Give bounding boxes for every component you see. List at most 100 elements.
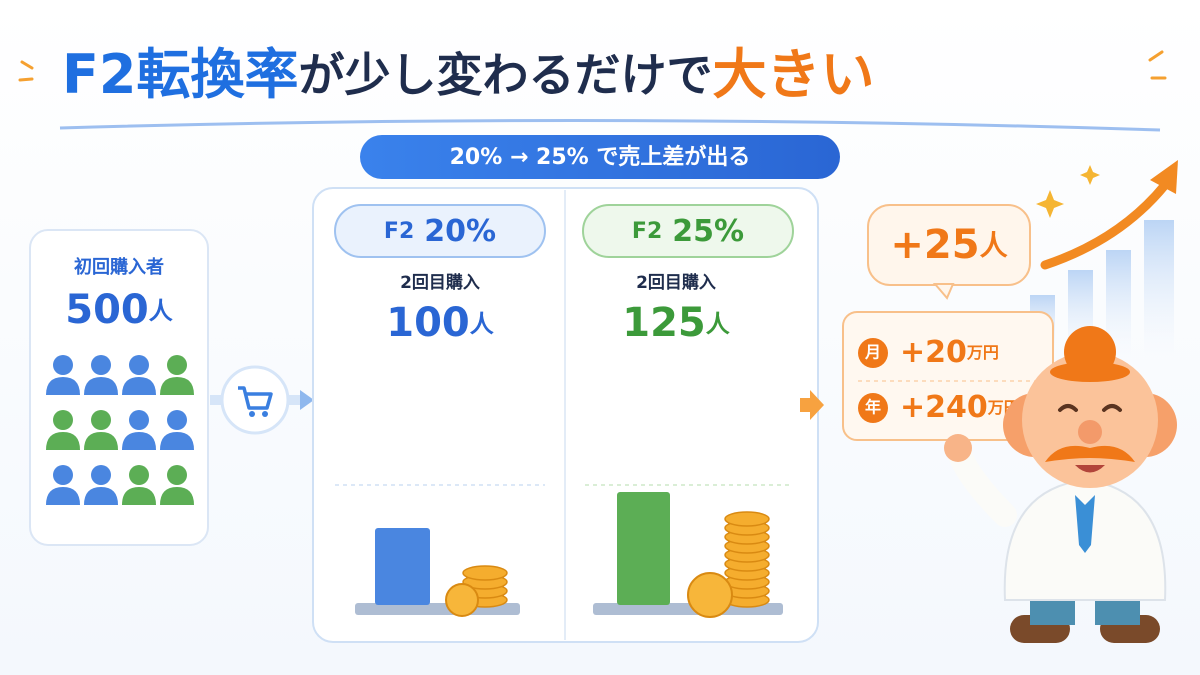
decoration bbox=[1148, 50, 1164, 62]
person-head bbox=[129, 355, 149, 375]
unit: 人 bbox=[149, 297, 173, 325]
person-body bbox=[46, 487, 80, 505]
unit: 人 bbox=[706, 310, 730, 338]
person-body bbox=[46, 377, 80, 395]
increase-unit: 人 bbox=[980, 229, 1008, 262]
sparkle-left bbox=[18, 50, 1167, 82]
decoration bbox=[1050, 362, 1130, 382]
person-head bbox=[91, 465, 111, 485]
person-icon bbox=[84, 465, 118, 505]
person-icon bbox=[122, 410, 156, 450]
person-head bbox=[129, 410, 149, 430]
decoration bbox=[1058, 404, 1122, 412]
amount: +240 bbox=[900, 390, 988, 425]
person-body bbox=[122, 432, 156, 450]
period: 年 bbox=[865, 398, 881, 417]
period-badge bbox=[858, 338, 888, 368]
title: F2転換率が少し変わるだけで大きい bbox=[62, 43, 874, 106]
coin-face bbox=[687, 572, 733, 618]
person-head bbox=[53, 410, 73, 430]
arrow bbox=[800, 390, 824, 420]
count: 125 bbox=[622, 300, 706, 346]
rate-prefix: F2 bbox=[384, 219, 414, 244]
sales-bar bbox=[375, 528, 430, 605]
rate-badge bbox=[334, 204, 546, 258]
person-icon bbox=[46, 465, 80, 505]
count: 500 bbox=[65, 287, 149, 333]
count: 100 bbox=[386, 300, 470, 346]
sparkle bbox=[1036, 165, 1100, 218]
rate-value: 20% bbox=[424, 214, 496, 249]
person-head bbox=[167, 465, 187, 485]
title-emphasis: 大きい bbox=[712, 43, 874, 106]
person-head bbox=[91, 355, 111, 375]
coin-face bbox=[445, 583, 479, 617]
person-body bbox=[160, 377, 194, 395]
revenue: +20万円 bbox=[900, 335, 999, 370]
person-head bbox=[167, 410, 187, 430]
person-icon bbox=[160, 465, 194, 505]
subtitle: 20% → 25% で売上差が出る bbox=[450, 144, 751, 170]
person-head bbox=[53, 355, 73, 375]
person-head bbox=[167, 355, 187, 375]
bubble-tail bbox=[932, 283, 955, 300]
person-head bbox=[91, 410, 111, 430]
title-middle: が少し変わるだけで bbox=[298, 48, 712, 102]
person-icon bbox=[160, 355, 194, 395]
cart-icon bbox=[238, 386, 273, 410]
sales-bar bbox=[617, 492, 670, 605]
decoration bbox=[18, 77, 34, 82]
rate-prefix: F2 bbox=[632, 219, 662, 244]
decoration bbox=[1045, 445, 1135, 462]
person-icon bbox=[160, 410, 194, 450]
title-underline bbox=[59, 118, 1161, 132]
amount: +20 bbox=[900, 335, 967, 370]
cart-wheel bbox=[249, 411, 255, 417]
subtitle-pill bbox=[360, 135, 840, 179]
person-body bbox=[160, 487, 194, 505]
person-body bbox=[160, 432, 194, 450]
bg-bar bbox=[1144, 220, 1174, 360]
person-body bbox=[84, 432, 118, 450]
person-icon bbox=[84, 410, 118, 450]
person-icon bbox=[122, 355, 156, 395]
coin bbox=[462, 565, 508, 581]
first-buyer-card bbox=[29, 229, 209, 546]
cart-circle bbox=[220, 365, 290, 435]
person-icon bbox=[46, 410, 80, 450]
period-badge bbox=[858, 393, 888, 423]
person-icon bbox=[46, 355, 80, 395]
rate-badge bbox=[582, 204, 794, 258]
rate-value: 25% bbox=[672, 214, 744, 249]
decoration bbox=[20, 60, 34, 70]
person-head bbox=[53, 465, 73, 485]
person-body bbox=[122, 377, 156, 395]
mascot bbox=[944, 326, 1177, 643]
person-body bbox=[122, 487, 156, 505]
title-highlight: F2転換率 bbox=[62, 43, 298, 106]
person-icon bbox=[122, 465, 156, 505]
decoration bbox=[1075, 465, 1105, 473]
increase-value: +25 bbox=[890, 222, 979, 268]
first-buyer-label: 初回購入者 bbox=[74, 256, 164, 278]
growth-arrow bbox=[1040, 180, 1170, 270]
first-buyer-count: 500人 bbox=[65, 287, 173, 333]
decoration bbox=[944, 434, 972, 462]
increase: +25人 bbox=[890, 222, 1007, 268]
person-head bbox=[129, 465, 149, 485]
rate-text: F2 25% bbox=[632, 214, 744, 249]
amount-unit: 万円 bbox=[966, 343, 999, 362]
repeat-label: 2回目購入 bbox=[400, 272, 480, 293]
rate-text: F2 20% bbox=[384, 214, 496, 249]
repeat-label: 2回目購入 bbox=[636, 272, 716, 293]
person-icon bbox=[84, 355, 118, 395]
arrow bbox=[300, 390, 314, 410]
person-body bbox=[84, 487, 118, 505]
growth-arrowhead bbox=[1150, 160, 1178, 194]
period: 月 bbox=[864, 343, 881, 362]
unit: 人 bbox=[470, 310, 494, 338]
decoration bbox=[1075, 495, 1095, 553]
repeat-count: 125人 bbox=[622, 300, 730, 346]
